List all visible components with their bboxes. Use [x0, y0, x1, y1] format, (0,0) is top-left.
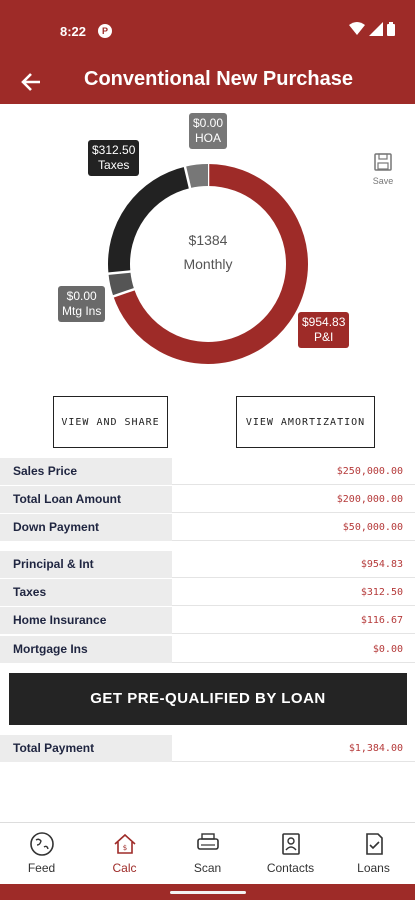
chart-center-label: Monthly — [183, 256, 233, 272]
slice-separator — [183, 165, 192, 190]
row-value: $116.67 — [360, 615, 403, 626]
row-value: $954.83 — [360, 559, 403, 570]
bottom-nav: Feed $ Calc Scan Contacts Loans — [0, 822, 415, 884]
app-notification-icon: P — [98, 24, 112, 38]
row-value: $200,000.00 — [336, 494, 403, 505]
nav-label: Feed — [27, 861, 56, 875]
arrow-left-icon — [21, 73, 40, 91]
save-button[interactable]: Save — [366, 152, 400, 192]
home-indicator[interactable] — [170, 891, 246, 894]
slice-label-pi-name: P&I — [314, 330, 334, 344]
chart-center-value: $1384 — [188, 232, 228, 248]
view-amortization-button[interactable]: VIEW AMORTIZATION — [236, 396, 375, 448]
donut-slice-p-i — [113, 164, 308, 364]
row-label: Down Payment — [0, 514, 172, 541]
nav-label: Scan — [193, 861, 222, 875]
get-pre-qualified-button[interactable]: GET PRE-QUALIFIED BY LOAN — [9, 673, 407, 725]
slice-label-mtg-ins-name: Mtg Ins — [62, 304, 102, 318]
table-row-taxes: Taxes $312.50 — [0, 579, 415, 606]
donut-slice-taxes — [108, 166, 191, 274]
table-row-sales-price: Sales Price $250,000.00 — [0, 458, 415, 485]
page-title: Conventional New Purchase — [84, 68, 353, 90]
home-calc-icon: $ — [113, 833, 136, 854]
slice-label-hoa-name: HOA — [195, 131, 222, 145]
slice-label-mtg-ins-value: $0.00 — [66, 289, 97, 303]
slice-label-hoa: $0.00 HOA — [189, 113, 228, 149]
wifi-icon — [349, 22, 365, 35]
document-check-icon — [365, 833, 383, 855]
floppy-disk-icon — [374, 153, 392, 171]
slice-label-taxes-value: $312.50 — [92, 143, 136, 157]
row-label: Sales Price — [0, 458, 172, 485]
row-label: Taxes — [0, 579, 172, 606]
slice-label-pi: $954.83 P&I — [298, 312, 350, 348]
row-label: Total Loan Amount — [0, 486, 172, 513]
nav-label: Loans — [357, 861, 390, 875]
table-row-total-loan: Total Loan Amount $200,000.00 — [0, 486, 415, 513]
table-row-principal-int: Principal & Int $954.83 — [0, 551, 415, 578]
table-row-mortgage-ins: Mortgage Ins $0.00 — [0, 636, 415, 663]
payment-donut-chart: $1384 Monthly $0.00 HOA $312.50 Taxes $0… — [0, 104, 415, 394]
save-label: Save — [372, 176, 394, 186]
view-and-share-button[interactable]: VIEW AND SHARE — [53, 396, 168, 448]
row-value: $50,000.00 — [342, 522, 403, 533]
nav-label: Contacts — [266, 861, 315, 875]
back-button[interactable] — [18, 68, 46, 96]
nav-item-calc[interactable]: $ Calc — [83, 823, 166, 885]
table-row-total-payment: Total Payment $1,384.00 — [0, 735, 415, 762]
nav-item-loans[interactable]: Loans — [332, 823, 415, 885]
slice-label-taxes: $312.50 Taxes — [88, 140, 140, 176]
svg-text:$: $ — [122, 844, 126, 852]
donut-slice-hoa — [184, 164, 209, 189]
nav-item-feed[interactable]: Feed — [0, 823, 83, 885]
globe-icon — [29, 832, 54, 856]
status-bar: 8:22 P — [0, 0, 415, 62]
row-label: Mortgage Ins — [0, 636, 172, 663]
table-row-home-insurance: Home Insurance $116.67 — [0, 607, 415, 634]
slice-separator — [107, 270, 132, 275]
slice-label-pi-value: $954.83 — [302, 315, 346, 329]
donut-slice-mtg-ins — [108, 271, 135, 297]
gesture-bar — [0, 884, 415, 900]
slice-label-taxes-name: Taxes — [98, 158, 130, 172]
slice-separator — [112, 287, 136, 298]
row-value: $312.50 — [360, 587, 403, 598]
nav-label: Calc — [112, 861, 137, 875]
slice-label-hoa-value: $0.00 — [193, 116, 224, 130]
row-value: $1,384.00 — [348, 743, 403, 754]
contacts-icon — [281, 833, 300, 855]
scanner-icon — [196, 833, 219, 850]
status-time: 8:22 — [60, 24, 87, 39]
row-label: Total Payment — [0, 735, 172, 762]
row-label: Principal & Int — [0, 551, 172, 578]
donut-svg — [107, 163, 308, 364]
row-value: $250,000.00 — [336, 466, 403, 477]
row-value: $0.00 — [372, 644, 403, 655]
battery-icon — [387, 22, 395, 36]
table-row-down-payment: Down Payment $50,000.00 — [0, 514, 415, 541]
nav-item-contacts[interactable]: Contacts — [249, 823, 332, 885]
app-bar: Conventional New Purchase — [0, 62, 415, 104]
nav-item-scan[interactable]: Scan — [166, 823, 249, 885]
signal-icon — [369, 22, 383, 36]
slice-label-mtg-ins: $0.00 Mtg Ins — [58, 286, 106, 322]
status-icons — [349, 22, 395, 36]
row-label: Home Insurance — [0, 607, 172, 634]
